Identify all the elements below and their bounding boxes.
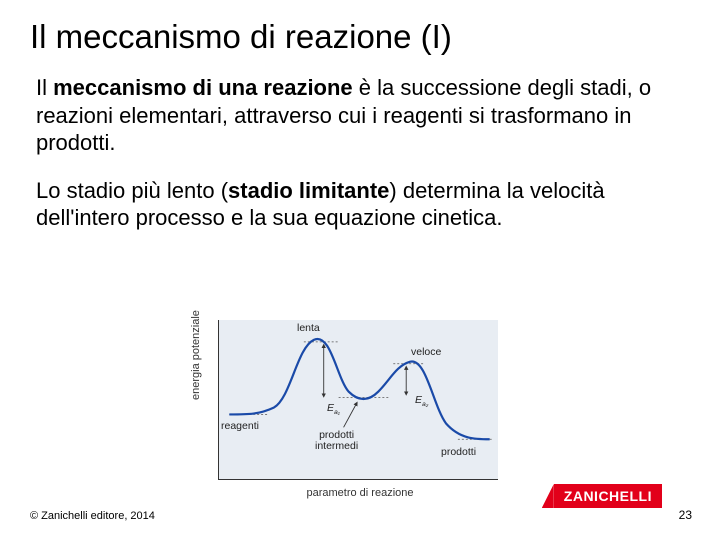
paragraph-1: Il meccanismo di una reazione è la succe… (30, 74, 690, 157)
slide-title: Il meccanismo di reazione (I) (30, 18, 690, 56)
ann-ea2: Ea₂ (415, 394, 428, 408)
slide: Il meccanismo di reazione (I) Il meccani… (0, 0, 720, 540)
energy-curve (229, 339, 489, 439)
ann-intermedi: prodottiintermedi (315, 430, 358, 452)
para1-bold: meccanismo di una reazione (53, 75, 353, 100)
ann-prodotti: prodotti (441, 446, 476, 458)
chart-xlabel: parametro di reazione (306, 487, 413, 499)
para2-pre: Lo stadio più lento ( (36, 178, 228, 203)
copyright: © Zanichelli editore, 2014 (30, 510, 155, 522)
chart-ylabel: energia potenziale (190, 310, 202, 400)
ann-reagenti: reagenti (221, 420, 259, 432)
page-number: 23 (679, 508, 692, 522)
ann-veloce: veloce (411, 346, 441, 358)
paragraph-2: Lo stadio più lento (stadio limitante) d… (30, 177, 690, 232)
brand-logo: ZANICHELLI (554, 484, 662, 508)
chart-plot: lenta veloce reagenti Ea₁ Ea₂ prodottiin… (218, 320, 498, 480)
energy-diagram: energia potenziale (200, 320, 520, 495)
ann-lenta: lenta (297, 322, 320, 334)
ann-ea1: Ea₁ (327, 402, 340, 416)
para1-pre: Il (36, 75, 53, 100)
para2-bold: stadio limitante (228, 178, 389, 203)
chart-dashlines (229, 342, 493, 439)
